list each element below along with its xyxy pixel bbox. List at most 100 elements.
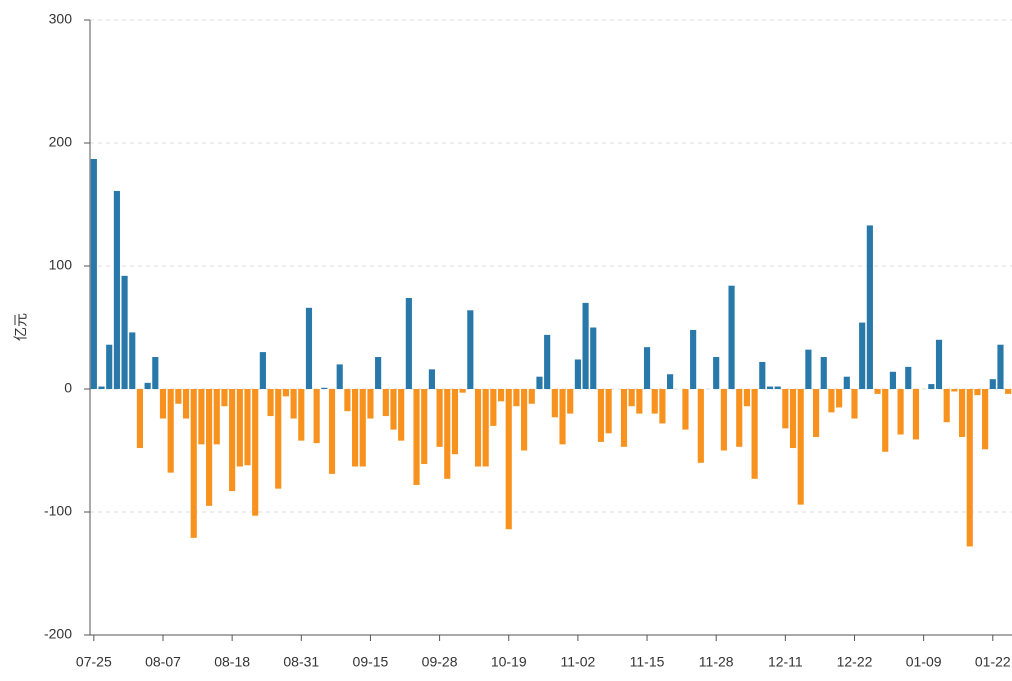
x-tick-label: 12-11 [768, 654, 803, 670]
bar [951, 389, 958, 392]
bar [198, 389, 205, 445]
bar [436, 389, 443, 447]
bar [536, 376, 543, 389]
bar [820, 357, 827, 389]
bar [559, 389, 566, 445]
bar [451, 389, 459, 455]
y-tick-label: -200 [44, 626, 72, 642]
bar [805, 349, 812, 389]
bar [282, 389, 289, 397]
bar [490, 389, 497, 426]
x-tick-label: 09-15 [353, 654, 389, 670]
x-tick-label: 07-25 [76, 654, 112, 670]
y-axis-label: 亿元 [13, 313, 29, 341]
bar [444, 389, 451, 479]
bar [298, 389, 305, 441]
bar [98, 386, 105, 389]
bar [175, 389, 182, 404]
bar [574, 359, 581, 389]
bar [375, 357, 382, 389]
bar [697, 389, 704, 463]
bar [398, 389, 405, 441]
bar [751, 389, 758, 479]
bar [843, 376, 850, 389]
x-tick-label: 08-18 [214, 654, 250, 670]
bar [620, 389, 628, 447]
bar [106, 344, 113, 389]
bar [782, 389, 789, 429]
bar [774, 386, 781, 389]
bar [912, 389, 920, 440]
bar [966, 389, 973, 547]
bar [713, 357, 720, 389]
bar [813, 389, 820, 437]
bar [659, 389, 666, 424]
bar [313, 389, 320, 444]
bar [167, 389, 174, 473]
bar [789, 389, 797, 449]
bar [874, 389, 881, 394]
bar [736, 389, 743, 447]
bar [551, 389, 558, 418]
y-tick-label: 100 [49, 257, 73, 273]
bar [636, 389, 643, 414]
bar [544, 334, 551, 389]
bar [797, 389, 804, 505]
bar [997, 344, 1004, 389]
bar [136, 389, 144, 449]
bar [467, 310, 474, 389]
x-tick-label: 08-07 [145, 654, 181, 670]
bar [590, 327, 597, 389]
bar [159, 389, 167, 419]
bar [836, 389, 843, 408]
bar [421, 389, 428, 465]
bar [497, 389, 505, 402]
bar [321, 387, 328, 389]
bar [882, 389, 889, 452]
y-tick-label: 200 [49, 134, 73, 150]
bar [766, 386, 774, 389]
bar [897, 389, 904, 435]
bar [597, 389, 605, 442]
bar [144, 382, 151, 389]
bar [943, 389, 950, 423]
bar [528, 389, 535, 404]
bar [974, 389, 981, 396]
bar [367, 389, 374, 419]
y-tick-label: -100 [44, 503, 72, 519]
bar [182, 389, 190, 419]
bar [859, 322, 866, 389]
bar [889, 371, 896, 389]
bar [90, 158, 97, 389]
x-tick-label: 01-22 [975, 654, 1011, 670]
bar [521, 389, 528, 451]
bar [459, 389, 466, 393]
bar [221, 389, 228, 407]
bar [935, 339, 943, 389]
bar [905, 366, 912, 389]
bar [428, 369, 435, 389]
bar [390, 389, 397, 430]
bar [267, 389, 274, 417]
bar [690, 329, 697, 389]
bar [628, 389, 635, 407]
bar [121, 275, 128, 389]
bar [305, 307, 313, 389]
y-tick-label: 0 [64, 380, 72, 396]
x-tick-label: 08-31 [283, 654, 319, 670]
x-tick-label: 01-09 [906, 654, 942, 670]
bar [582, 302, 589, 389]
bar [743, 389, 750, 407]
bar [336, 364, 343, 389]
bar [851, 389, 858, 419]
bar [259, 352, 266, 389]
bar [989, 379, 996, 389]
bar [213, 389, 220, 445]
bar [344, 389, 351, 412]
bar [982, 389, 989, 450]
bar [958, 389, 966, 437]
x-tick-label: 10-19 [491, 654, 527, 670]
bar [728, 285, 735, 389]
bar [252, 389, 259, 516]
bar [474, 389, 482, 467]
